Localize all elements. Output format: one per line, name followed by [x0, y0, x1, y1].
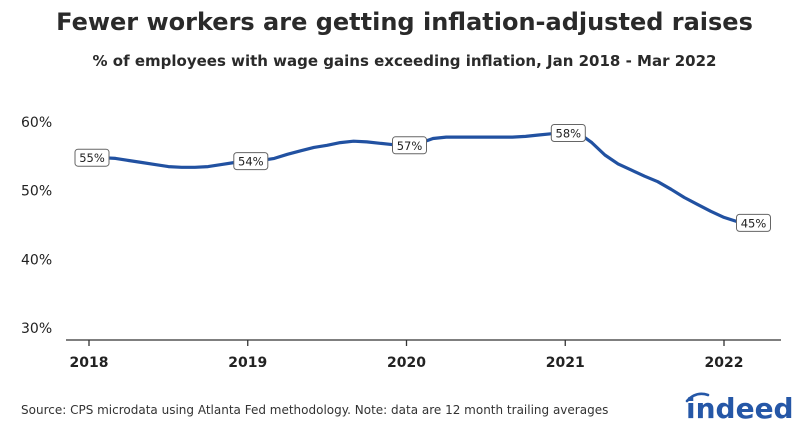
y-tick-label: 30%: [21, 321, 52, 337]
x-axis: 2018 2019 2020 2021 2022: [70, 340, 744, 371]
logo-swoosh: [685, 392, 710, 403]
y-tick-label: 60%: [21, 115, 52, 131]
data-label-box: [736, 213, 771, 232]
data-label-box: [233, 152, 269, 171]
x-tick-label: 2022: [705, 355, 744, 371]
data-label: 57%: [392, 136, 427, 155]
data-label: 54%: [233, 152, 269, 171]
y-tick-label: 40%: [21, 252, 52, 268]
data-label-box: [392, 136, 427, 155]
x-tick-label: 2019: [228, 355, 267, 371]
chart-subtitle: % of employees with wage gains exceeding…: [92, 52, 717, 70]
data-labels: 55% 54% 57% 58% 45%: [74, 124, 771, 232]
data-label-box: [550, 124, 586, 142]
x-tick-label: 2020: [387, 355, 426, 371]
data-label: 58%: [550, 124, 586, 142]
indeed-logo: indeed: [685, 392, 794, 425]
chart-title: Fewer workers are getting inflation-adju…: [56, 8, 753, 36]
data-label: 45%: [736, 213, 771, 232]
x-tick-label: 2018: [70, 355, 109, 371]
data-label-text: 54%: [238, 155, 264, 169]
source-note: Source: CPS microdata using Atlanta Fed …: [21, 403, 609, 417]
data-label-text: 58%: [556, 127, 582, 141]
data-label-text: 55%: [79, 151, 105, 165]
x-tick-label: 2021: [546, 355, 585, 371]
data-label: 55%: [74, 148, 110, 167]
indeed-logo-text: indeed: [686, 392, 794, 425]
y-tick-label: 50%: [21, 184, 52, 200]
data-label-text: 57%: [397, 139, 423, 153]
data-label-text: 45%: [741, 216, 767, 230]
data-label-box: [74, 148, 110, 167]
y-axis: 30% 40% 50% 60%: [21, 115, 52, 337]
